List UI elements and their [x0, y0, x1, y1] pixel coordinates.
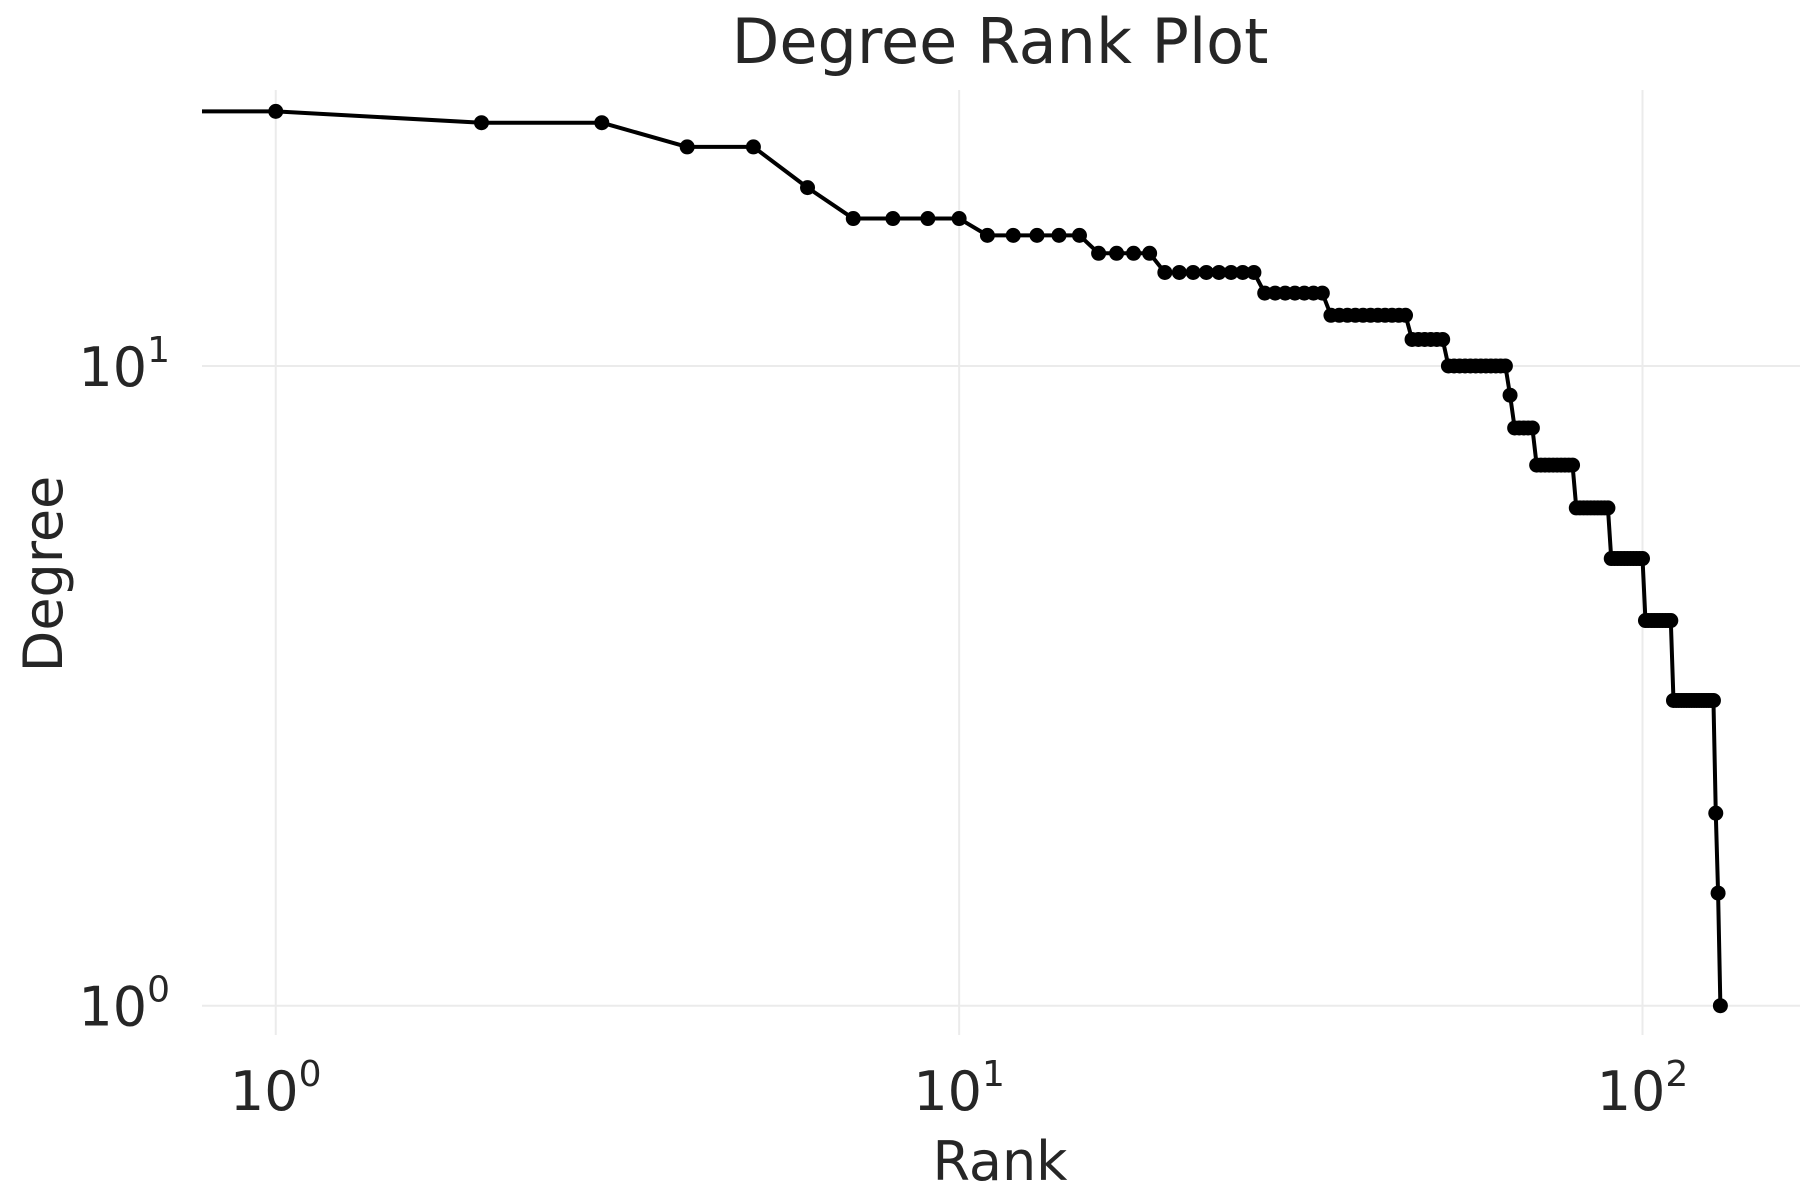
y-tick-label: 100 [78, 970, 170, 1039]
data-point [885, 211, 901, 227]
x-tick-label: 100 [230, 1054, 322, 1123]
data-point [1257, 285, 1273, 301]
data-point [1157, 264, 1173, 280]
data-point [1635, 551, 1651, 567]
data-point [1005, 227, 1021, 243]
x-axis-label: Rank [933, 1130, 1069, 1193]
data-point [1246, 264, 1262, 280]
grid-lines [202, 90, 1800, 1035]
data-point [951, 211, 967, 227]
data-point [979, 227, 995, 243]
data-point [1497, 358, 1513, 374]
data-point [1663, 613, 1679, 629]
data-point [1223, 264, 1239, 280]
degree-series [201, 103, 1728, 1014]
data-point [1198, 264, 1214, 280]
data-point [800, 180, 816, 196]
data-point [1314, 285, 1330, 301]
data-point [745, 139, 761, 155]
data-point [920, 211, 936, 227]
data-point [679, 139, 695, 155]
data-point [1708, 805, 1724, 821]
data-point [1109, 245, 1125, 261]
y-tick-label: 101 [78, 330, 170, 399]
data-point [1142, 245, 1158, 261]
data-point [473, 115, 489, 131]
data-point [1712, 998, 1728, 1014]
data-point [1565, 457, 1581, 473]
data-point [1171, 264, 1187, 280]
data-point [268, 103, 284, 119]
data-point [1705, 692, 1721, 708]
data-point [1235, 264, 1251, 280]
data-point [1524, 420, 1540, 436]
data-point [1126, 245, 1142, 261]
data-point [1029, 227, 1045, 243]
data-point [1502, 387, 1518, 403]
y-axis-label: Degree [12, 476, 75, 673]
data-point [1398, 307, 1414, 323]
data-point [1211, 264, 1227, 280]
data-point [1185, 264, 1201, 280]
x-tick-label: 101 [913, 1054, 1005, 1123]
data-point [1710, 885, 1726, 901]
data-point [1600, 500, 1616, 516]
data-point [594, 115, 610, 131]
tick-labels: 100 101 102 100 101 [78, 330, 1688, 1123]
data-point [1091, 245, 1107, 261]
data-point [1435, 331, 1451, 347]
data-point [845, 211, 861, 227]
chart-title: Degree Rank Plot [732, 5, 1269, 78]
data-point [1051, 227, 1067, 243]
data-point [1071, 227, 1087, 243]
x-tick-label: 102 [1597, 1054, 1689, 1123]
series-line [201, 109, 1723, 1006]
